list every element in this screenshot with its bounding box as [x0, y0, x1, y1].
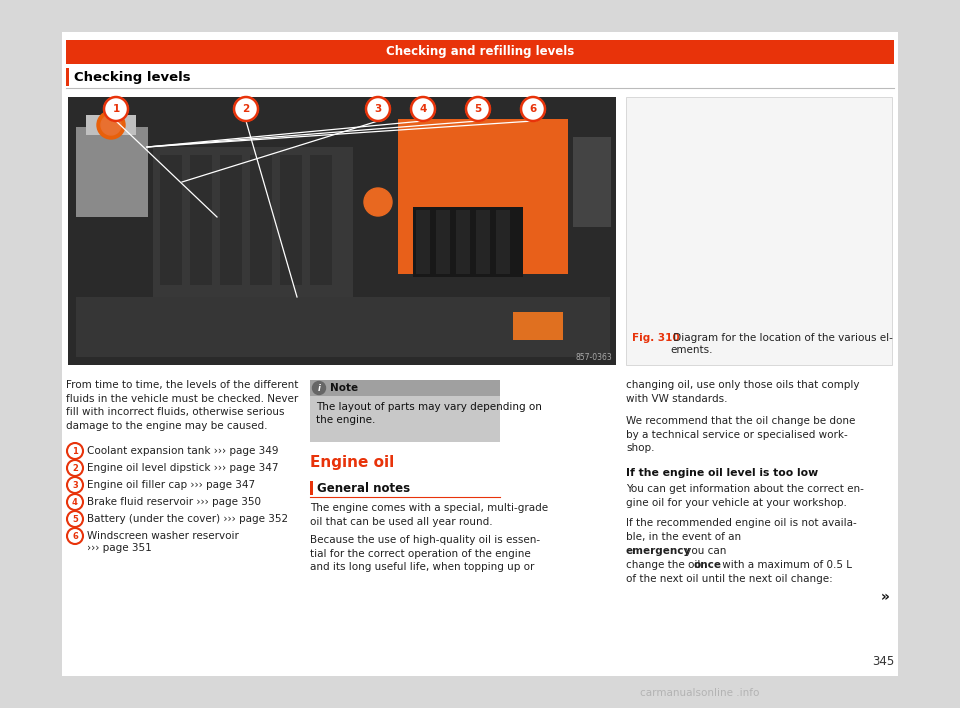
Circle shape	[67, 443, 83, 459]
Bar	[310, 481, 313, 495]
Text: Engine oil: Engine oil	[310, 455, 395, 470]
Text: change the oil: change the oil	[626, 560, 704, 570]
Bar	[86, 115, 136, 135]
Text: Engine oil level dipstick ››› page 347: Engine oil level dipstick ››› page 347	[87, 463, 278, 473]
Bar	[280, 155, 302, 285]
Text: emergency: emergency	[626, 546, 691, 556]
Text: We recommend that the oil change be done
by a technical service or specialised w: We recommend that the oil change be done…	[626, 416, 855, 453]
Bar	[76, 297, 610, 357]
Bar	[66, 68, 69, 86]
Text: 2: 2	[72, 464, 78, 473]
Circle shape	[313, 382, 325, 394]
Text: The layout of parts may vary depending on
the engine.: The layout of parts may vary depending o…	[316, 402, 541, 426]
Text: Engine oil filler cap ››› page 347: Engine oil filler cap ››› page 347	[87, 480, 255, 490]
Circle shape	[104, 97, 128, 121]
Text: 4: 4	[420, 105, 426, 115]
Text: Battery (under the cover) ››› page 352: Battery (under the cover) ››› page 352	[87, 514, 288, 524]
Circle shape	[67, 511, 83, 527]
Bar	[416, 210, 430, 274]
Text: 1: 1	[72, 447, 78, 456]
Bar	[76, 127, 148, 217]
Text: Fig. 310: Fig. 310	[632, 333, 680, 343]
Bar	[190, 155, 212, 285]
Bar	[160, 155, 182, 285]
Text: Checking and refilling levels: Checking and refilling levels	[386, 45, 574, 59]
Circle shape	[364, 188, 392, 216]
Text: Windscreen washer reservoir: Windscreen washer reservoir	[87, 531, 239, 541]
Bar	[496, 210, 510, 274]
Text: 4: 4	[72, 498, 78, 507]
Text: 857-0363: 857-0363	[575, 353, 612, 362]
Text: General notes: General notes	[317, 481, 410, 494]
Text: 3: 3	[374, 105, 382, 115]
Bar	[250, 155, 272, 285]
Circle shape	[411, 97, 435, 121]
Text: You can get information about the correct en-
gine oil for your vehicle at your : You can get information about the correc…	[626, 484, 864, 508]
Bar	[310, 380, 500, 396]
Bar	[513, 312, 563, 340]
Bar	[573, 137, 611, 227]
Circle shape	[97, 111, 125, 139]
Circle shape	[101, 115, 121, 135]
Bar	[68, 97, 616, 365]
Bar	[153, 147, 353, 297]
Text: Checking levels: Checking levels	[74, 71, 191, 84]
Text: If the engine oil level is too low: If the engine oil level is too low	[626, 468, 818, 478]
Text: ››› page 351: ››› page 351	[87, 543, 152, 553]
Bar	[436, 210, 450, 274]
Circle shape	[67, 477, 83, 493]
Text: Coolant expansion tank ››› page 349: Coolant expansion tank ››› page 349	[87, 446, 278, 456]
Bar	[66, 40, 894, 64]
Bar	[626, 97, 892, 365]
Circle shape	[366, 97, 390, 121]
Circle shape	[67, 528, 83, 544]
Bar	[62, 32, 898, 676]
Text: Note: Note	[330, 383, 358, 393]
Bar	[413, 207, 523, 277]
Text: 5: 5	[72, 515, 78, 524]
Text: 345: 345	[872, 655, 894, 668]
Circle shape	[234, 97, 258, 121]
Text: of the next oil until the next oil change:: of the next oil until the next oil chang…	[626, 574, 832, 584]
Text: Brake fluid reservoir ››› page 350: Brake fluid reservoir ››› page 350	[87, 497, 261, 507]
Text: If the recommended engine oil is not availa-
ble, in the event of an: If the recommended engine oil is not ava…	[626, 518, 856, 542]
Circle shape	[466, 97, 490, 121]
Circle shape	[67, 494, 83, 510]
Text: 6: 6	[529, 105, 537, 115]
Circle shape	[67, 460, 83, 476]
Text: once: once	[694, 560, 722, 570]
Text: 5: 5	[474, 105, 482, 115]
Text: »: »	[881, 590, 890, 604]
Bar	[220, 155, 242, 285]
Text: 2: 2	[242, 105, 250, 115]
Text: Because the use of high-quality oil is essen-
tial for the correct operation of : Because the use of high-quality oil is e…	[310, 535, 540, 572]
Text: carmanualsonline .info: carmanualsonline .info	[640, 688, 759, 698]
Text: The engine comes with a special, multi-grade
oil that can be used all year round: The engine comes with a special, multi-g…	[310, 503, 548, 527]
Text: Diagram for the location of the various el-
ements.: Diagram for the location of the various …	[670, 333, 893, 355]
Text: you can: you can	[682, 546, 727, 556]
Text: 3: 3	[72, 481, 78, 490]
Text: changing oil, use only those oils that comply
with VW standards.: changing oil, use only those oils that c…	[626, 380, 859, 404]
Bar	[476, 210, 490, 274]
Bar	[398, 119, 568, 274]
Bar	[310, 396, 500, 442]
Bar	[456, 210, 470, 274]
Text: 1: 1	[112, 105, 120, 115]
Text: i: i	[318, 384, 321, 393]
Circle shape	[521, 97, 545, 121]
Bar	[310, 155, 332, 285]
Text: with a maximum of 0.5 L: with a maximum of 0.5 L	[719, 560, 852, 570]
Text: From time to time, the levels of the different
fluids in the vehicle must be che: From time to time, the levels of the dif…	[66, 380, 299, 430]
Text: 6: 6	[72, 532, 78, 541]
